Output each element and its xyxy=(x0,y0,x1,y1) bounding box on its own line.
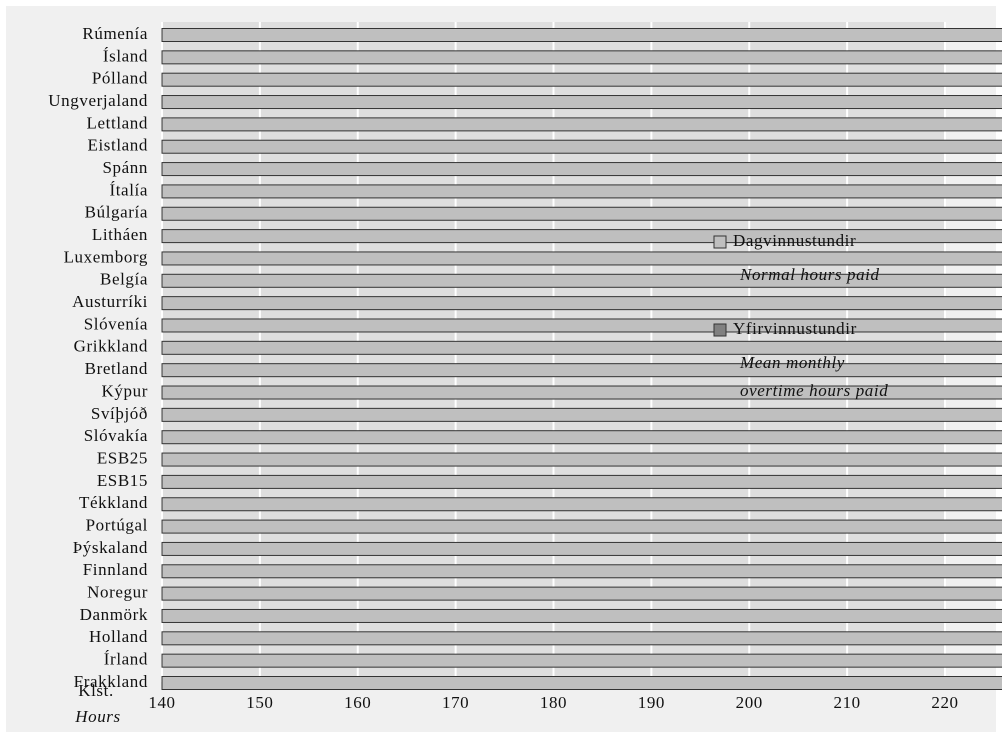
y-tick-label: Ungverjaland xyxy=(48,91,148,110)
bar-segment xyxy=(161,497,1002,512)
y-tick-label: Portúgal xyxy=(86,515,148,534)
y-tick-label: Luxemborg xyxy=(64,247,148,266)
bar-segment xyxy=(161,273,1002,288)
bar-segment xyxy=(161,251,1002,266)
bar-segment xyxy=(161,72,1002,87)
y-tick-label: Spánn xyxy=(103,158,149,177)
y-tick-label: Slóvenía xyxy=(84,314,148,333)
bar-segment xyxy=(161,206,1002,221)
y-tick-label: Pólland xyxy=(92,69,148,88)
y-tick-label: ESB25 xyxy=(97,448,148,467)
y-tick-label: Tékkland xyxy=(79,493,148,512)
y-tick-label: Lettland xyxy=(87,113,148,132)
bar-segment xyxy=(161,229,1002,244)
bar-segment xyxy=(161,117,1002,132)
y-tick-label: Eistland xyxy=(87,136,148,155)
y-tick-label: Slóvakía xyxy=(84,426,148,445)
y-tick-label: Búlgaría xyxy=(85,203,148,222)
y-tick-label: Svíþjóð xyxy=(91,404,148,423)
bar-segment xyxy=(161,631,1002,646)
legend-label: Dagvinnustundir xyxy=(733,231,856,250)
bar-segment xyxy=(161,318,1002,333)
x-tick-label: 210 xyxy=(833,693,860,712)
bar-segment xyxy=(161,162,1002,177)
x-tick-label: 170 xyxy=(442,693,469,712)
y-tick-label: Belgía xyxy=(100,270,148,289)
bar-segment xyxy=(161,385,1002,400)
bar-segment xyxy=(161,474,1002,489)
y-tick-label: Rúmenía xyxy=(82,24,148,43)
legend-swatch xyxy=(713,235,727,249)
bar-segment xyxy=(161,95,1002,110)
x-tick-label: 200 xyxy=(736,693,763,712)
bar-segment xyxy=(161,184,1002,199)
bar-segment xyxy=(161,676,1002,690)
bar-segment xyxy=(161,296,1002,311)
y-tick-label: Austurríki xyxy=(72,292,148,311)
legend-swatch xyxy=(713,323,727,337)
y-tick-label: Finnland xyxy=(83,560,148,579)
bar-segment xyxy=(161,608,1002,623)
bar-segment xyxy=(161,541,1002,556)
x-axis-label: Hours xyxy=(74,707,121,726)
y-tick-label: Bretland xyxy=(85,359,148,378)
y-tick-label: Litháen xyxy=(92,225,148,244)
bar-segment xyxy=(161,340,1002,355)
bar-segment xyxy=(161,519,1002,534)
y-tick-label: Þýskaland xyxy=(73,538,148,557)
legend-sublabel: Normal hours paid xyxy=(739,265,880,284)
y-tick-label: Holland xyxy=(89,627,148,646)
y-tick-label: Kýpur xyxy=(102,381,148,400)
bar-segment xyxy=(161,139,1002,154)
y-tick-label: Danmörk xyxy=(80,605,148,624)
bar-segment xyxy=(161,50,1002,65)
x-tick-label: 180 xyxy=(540,693,567,712)
legend-sublabel: Mean monthly xyxy=(739,353,845,372)
y-tick-label: Ítalía xyxy=(109,180,148,199)
bar-segment xyxy=(161,430,1002,445)
x-tick-label: 220 xyxy=(931,693,958,712)
y-tick-label: Írland xyxy=(104,650,148,669)
bar-segment xyxy=(161,407,1002,422)
bar-segment xyxy=(161,653,1002,668)
y-tick-label: Ísland xyxy=(103,46,148,65)
x-tick-label: 150 xyxy=(246,693,273,712)
bar-segment xyxy=(161,28,1002,42)
x-tick-label: 140 xyxy=(148,693,175,712)
legend-sublabel: overtime hours paid xyxy=(740,381,888,400)
bar-segment xyxy=(161,363,1002,378)
bar-segment xyxy=(161,586,1002,601)
bar-segment xyxy=(161,564,1002,579)
y-tick-label: ESB15 xyxy=(97,471,148,490)
legend-label: Yfirvinnustundir xyxy=(733,319,857,338)
y-tick-label: Grikkland xyxy=(74,337,148,356)
x-axis-label: Klst. xyxy=(78,681,114,700)
x-tick-label: 160 xyxy=(344,693,371,712)
y-tick-label: Frakkland xyxy=(74,672,148,691)
x-tick-label: 190 xyxy=(638,693,665,712)
y-tick-label: Noregur xyxy=(87,583,148,602)
bar-segment xyxy=(161,452,1002,467)
